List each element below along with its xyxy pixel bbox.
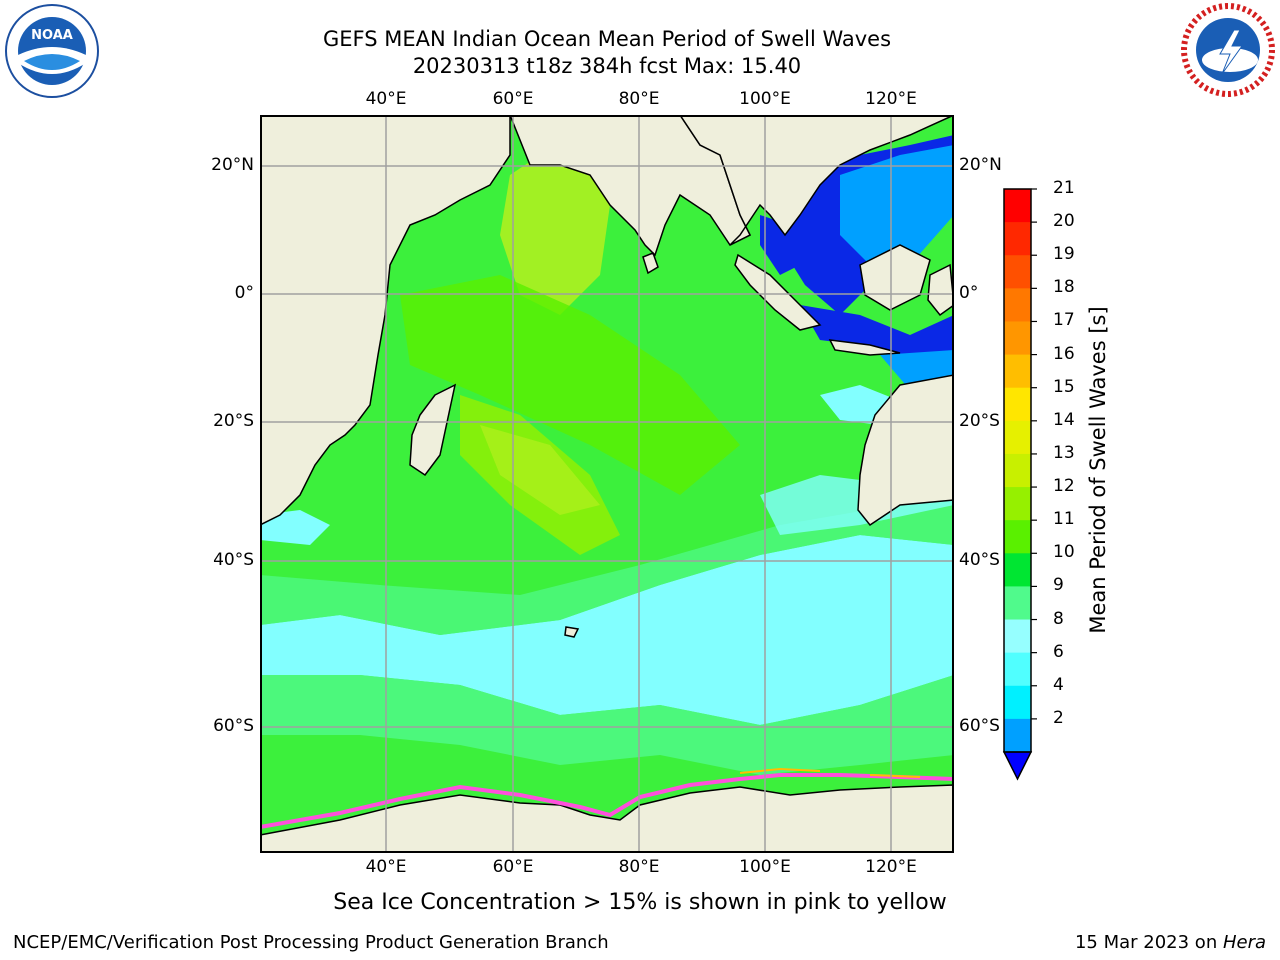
footer-date-text: 15 Mar 2023 on (1074, 932, 1223, 953)
colorbar-segment (1004, 487, 1031, 521)
colorbar-tick: 13 (1053, 442, 1075, 463)
lon-tick-bottom: 120°E (865, 857, 917, 877)
lat-tick-left: 20°S (213, 411, 254, 431)
colorbar-tick: 17 (1053, 310, 1075, 331)
colorbar-segment (1004, 387, 1031, 422)
colorbar-tick: 2 (1053, 707, 1064, 728)
lon-tick-top: 80°E (618, 89, 660, 109)
mid-high-zone (400, 275, 740, 495)
map-border (260, 115, 954, 853)
lat-tick-right: 0° (959, 283, 979, 303)
footer-date: 15 Mar 2023 on Hera (1075, 932, 1266, 953)
lon-tick-top: 120°E (865, 89, 917, 109)
sea-ice-edge-yellow (739, 767, 921, 778)
colorbar-segment (1004, 718, 1031, 753)
footer-credit: NCEP/EMC/Verification Post Processing Pr… (13, 932, 609, 953)
colorbar-tick: 21 (1053, 178, 1075, 198)
colorbar-segment (1004, 420, 1031, 455)
low-period-band (260, 535, 954, 725)
lat-tick-right: 20°N (959, 155, 1002, 175)
colorbar-segment (1004, 222, 1031, 256)
colorbar-tick: 15 (1053, 376, 1075, 397)
national-weather-service-logo (1181, 3, 1275, 97)
low-period-zone (840, 145, 954, 265)
land-sri-lanka (642, 252, 659, 275)
colorbar-segment (1004, 652, 1031, 687)
lat-tick-right: 60°S (959, 716, 1000, 736)
colorbar-segment (1004, 685, 1031, 720)
land-madagascar (409, 383, 457, 477)
colorbar-segment (1004, 619, 1031, 654)
colorbar-segment (1004, 189, 1031, 223)
high-period-zone (500, 155, 610, 315)
colorbar-segment (1004, 453, 1031, 488)
lon-tick-top: 40°E (365, 89, 407, 109)
lat-tick-left: 0° (234, 283, 254, 303)
colorbar-tick: 8 (1053, 608, 1064, 629)
land-australia (857, 374, 954, 527)
green-band-south (260, 675, 954, 775)
colorbar-segment (1004, 520, 1031, 554)
land-sumatra (734, 253, 822, 331)
colorbar-frame (1003, 188, 1032, 753)
lon-tick-top: 100°E (739, 89, 791, 109)
very-low-period-zone (760, 215, 800, 275)
chart-title: GEFS MEAN Indian Ocean Mean Period of Sw… (322, 27, 892, 51)
land-antarctica (260, 784, 954, 853)
colorbar-segment (1004, 553, 1031, 587)
land-kerguelen (564, 626, 580, 638)
colorbar-segment (1004, 321, 1031, 356)
lon-tick-bottom: 60°E (492, 857, 534, 877)
lon-tick-bottom: 80°E (618, 857, 660, 877)
lat-tick-left: 60°S (213, 716, 254, 736)
noaa-logo: NOAA (5, 4, 99, 98)
colorbar-tick: 16 (1053, 343, 1075, 364)
colorbar-segment (1004, 586, 1031, 621)
noaa-logo-text: NOAA (31, 28, 73, 43)
lat-tick-right: 40°S (959, 550, 1000, 570)
colorbar-tick: 20 (1053, 211, 1075, 232)
lon-tick-bottom: 40°E (365, 857, 407, 877)
swell-period-map (260, 115, 954, 853)
colorbar-segment (1004, 288, 1031, 322)
colorbar-tick: 4 (1053, 674, 1064, 695)
colorbar-tick: 9 (1053, 575, 1064, 596)
land-sulawesi (927, 263, 954, 317)
colorbar-tick: 11 (1053, 509, 1075, 530)
sea-ice-edge (260, 773, 954, 829)
colorbar-tick: 10 (1053, 542, 1075, 563)
lat-tick-left: 20°N (211, 155, 254, 175)
colorbar-tick: 14 (1053, 409, 1075, 430)
very-low-period-zone (800, 305, 954, 360)
lon-tick-top: 60°E (492, 89, 534, 109)
colorbar-label: Mean Period of Swell Waves [s] (1086, 306, 1110, 634)
footer-host: Hera (1222, 932, 1266, 953)
lat-tick-right: 20°S (959, 411, 1000, 431)
lon-tick-bottom: 100°E (739, 857, 791, 877)
cyan-patch (260, 510, 330, 545)
colorbar-tick: 6 (1053, 641, 1064, 662)
chart-subtitle: 20230313 t18z 384h fcst Max: 15.40 (412, 54, 802, 78)
high-period-zone (480, 425, 600, 515)
lat-tick-left: 40°S (213, 550, 254, 570)
colorbar-segment (1004, 354, 1031, 389)
colorbar-tick: 19 (1053, 244, 1075, 265)
land-java (828, 339, 901, 356)
colorbar-segment (1004, 255, 1031, 289)
sea-ice-note: Sea Ice Concentration > 15% is shown in … (333, 890, 947, 915)
colorbar-tick: 12 (1053, 476, 1075, 497)
colorbar-extend-arrow (1002, 751, 1033, 781)
colorbar-tick: 18 (1053, 277, 1075, 298)
